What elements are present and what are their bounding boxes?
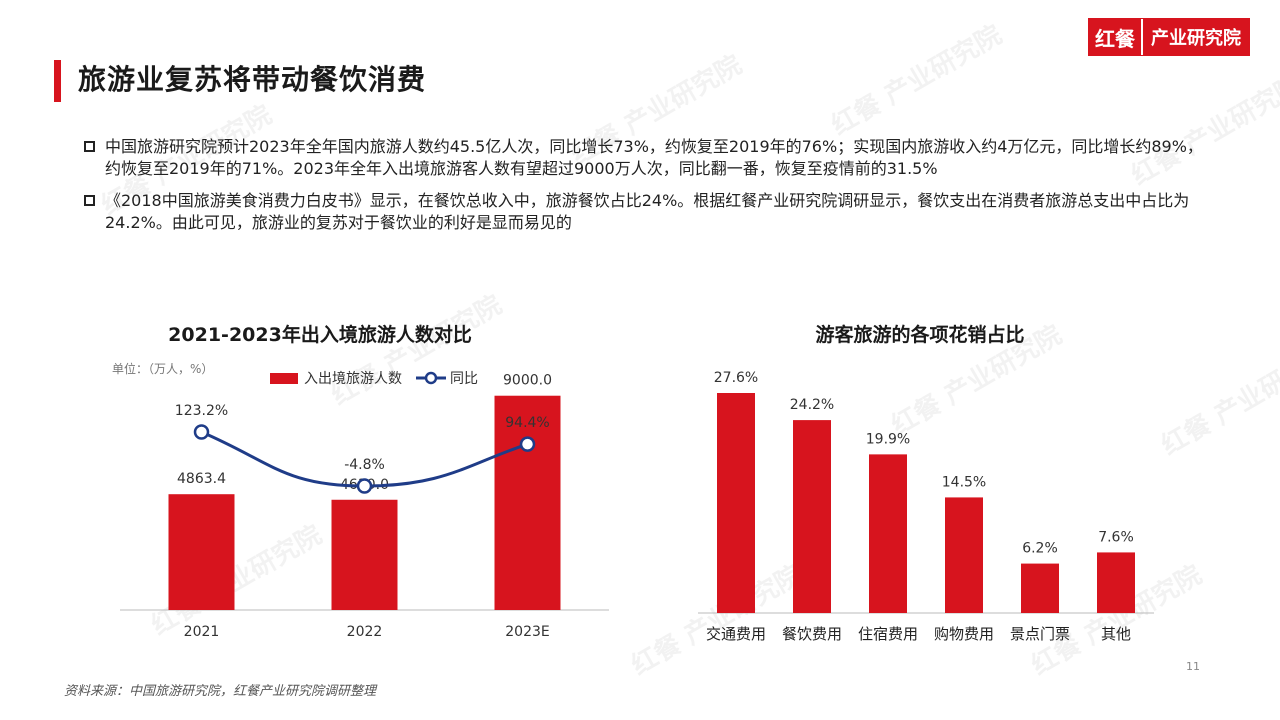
chart1-bar xyxy=(331,499,398,610)
legend-bar-swatch xyxy=(270,372,298,384)
chart1-line-label: 94.4% xyxy=(505,415,549,431)
chart2-tick-label: 住宿费用 xyxy=(858,625,918,643)
logo-mark: 红餐 xyxy=(1089,19,1141,55)
chart2-tick-label: 购物费用 xyxy=(934,625,994,643)
chart2-title: 游客旅游的各项花销占比 xyxy=(815,324,1025,346)
chart2-tick-label: 餐饮费用 xyxy=(782,625,842,643)
chart1-line-label: 123.2% xyxy=(175,403,228,419)
chart1-line-label: -4.8% xyxy=(344,457,385,473)
chart1-bar xyxy=(168,494,235,610)
chart2-bar-label: 19.9% xyxy=(866,431,910,447)
bullet-item: 《2018中国旅游美食消费力白皮书》显示，在餐饮总收入中，旅游餐饮占比24%。根… xyxy=(84,190,1204,234)
source-note: 资料来源：中国旅游研究院，红餐产业研究院调研整理 xyxy=(64,684,377,699)
chart2-bar-label: 6.2% xyxy=(1022,541,1058,557)
chart1-legend: 入出境旅游人数 同比 xyxy=(270,368,478,388)
chart2-bar xyxy=(945,497,983,613)
bullet-text: 《2018中国旅游美食消费力白皮书》显示，在餐饮总收入中，旅游餐饮占比24%。根… xyxy=(105,191,1190,232)
chart1-bar xyxy=(494,395,561,610)
chart2-bar xyxy=(869,454,907,613)
chart2-tick-label: 交通费用 xyxy=(706,625,766,643)
chart1-unit-label: 单位：（万人，%） xyxy=(112,362,214,376)
chart2-bar xyxy=(1021,563,1059,613)
bullet-text: 中国旅游研究院预计2023年全年国内旅游人数约45.5亿人次，同比增长73%，约… xyxy=(105,137,1203,178)
chart2-bar-label: 7.6% xyxy=(1098,529,1134,545)
chart1-line-point xyxy=(193,424,210,440)
logo-text: 产业研究院 xyxy=(1141,19,1249,55)
brand-logo: 红餐 产业研究院 xyxy=(1088,18,1250,56)
chart1-tick-label: 2023E xyxy=(505,624,549,640)
chart2-bar xyxy=(1097,552,1135,613)
chart1-tick-label: 2022 xyxy=(347,624,383,640)
legend-line-label: 同比 xyxy=(450,371,478,387)
chart1-line-point xyxy=(356,478,373,494)
chart2-bar-label: 24.2% xyxy=(790,397,834,413)
title-accent-bar xyxy=(54,60,61,102)
chart2-bar xyxy=(793,420,831,613)
bullet-list: 中国旅游研究院预计2023年全年国内旅游人数约45.5亿人次，同比增长73%，约… xyxy=(84,136,1204,244)
chart1-bar-label: 9000.0 xyxy=(503,373,552,389)
page-title: 旅游业复苏将带动餐饮消费 xyxy=(78,63,427,96)
page-number: 11 xyxy=(1186,660,1200,673)
chart2-bar xyxy=(717,393,755,613)
chart2-tick-label: 其他 xyxy=(1101,625,1131,643)
bullet-square-icon xyxy=(84,195,95,206)
chart1-tick-label: 2021 xyxy=(184,624,220,640)
legend-bar-label: 入出境旅游人数 xyxy=(304,371,402,387)
bullet-item: 中国旅游研究院预计2023年全年国内旅游人数约45.5亿人次，同比增长73%，约… xyxy=(84,136,1204,180)
legend-line-swatch xyxy=(416,371,446,385)
chart1-title: 2021-2023年出入境旅游人数对比 xyxy=(168,324,472,346)
chart1-line-point xyxy=(519,436,536,452)
chart2-bar-label: 14.5% xyxy=(942,474,986,490)
chart1-bar-label: 4863.4 xyxy=(177,471,226,487)
bullet-square-icon xyxy=(84,141,95,152)
chart2-tick-label: 景点门票 xyxy=(1010,625,1070,643)
chart2-bar-label: 27.6% xyxy=(714,370,758,386)
